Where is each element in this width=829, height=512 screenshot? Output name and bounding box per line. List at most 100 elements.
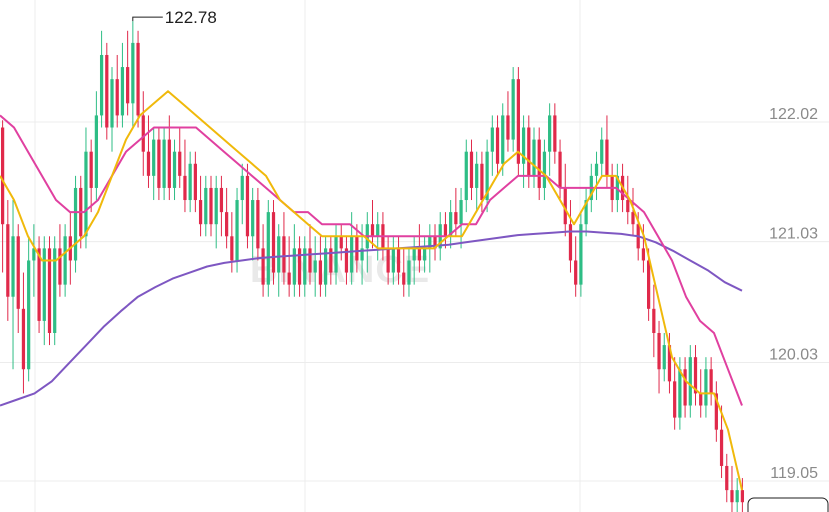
candle-body [287,272,291,285]
candle-body [667,345,672,382]
candle-body [313,260,317,273]
candle-body [464,151,468,201]
candle-body [32,248,36,261]
candle-body [662,345,666,370]
candle-body [230,236,234,261]
candle-body [271,212,276,273]
candle-body [167,139,171,188]
candle-body [548,115,552,152]
y-tick-label: 121.03 [769,226,818,243]
candle-body [605,139,609,176]
price-tag [747,497,829,512]
candle-body [631,212,635,225]
candle-body [209,187,213,225]
candle-body [699,393,703,406]
candle-body [641,248,646,261]
candle-body [6,224,10,297]
candle-body [318,260,323,285]
candle-body [183,175,187,201]
candle-body [214,187,218,225]
moving-averages [0,90,743,491]
candle-body [219,187,224,213]
candle-body [105,54,109,128]
candle-body [308,248,312,273]
candle-body [391,248,395,273]
candle-body [594,163,599,176]
ma-long-line [0,230,743,407]
candle-body [53,248,57,333]
y-tick-label: 119.05 [770,465,818,482]
candle-body [412,248,416,261]
candle-body [647,260,651,309]
candle-body [443,224,448,237]
candle-body [131,42,135,104]
y-tick-label: 122.02 [769,106,818,123]
candle-body [146,151,151,176]
candle-body [292,248,296,285]
candle-body [198,200,203,225]
ma-short-line [0,90,743,491]
candle-body [58,248,62,285]
candle-body [402,272,406,285]
high-marker: 122.78 [132,8,217,27]
candle-body [501,115,505,164]
watermark: BINANCE [250,249,430,291]
candle-body [480,163,484,201]
candle-body [355,236,359,261]
candle-body [27,260,31,370]
candle-body [725,465,729,491]
candle-body [334,236,338,273]
candle-body [688,357,692,406]
candle-body [63,236,67,285]
candle-body [157,139,161,188]
candle-body [94,115,98,188]
candle-body [240,175,244,201]
candle-body [370,224,375,237]
candle-body [521,127,526,164]
candle-body [735,490,739,503]
candle-body [511,79,515,140]
candle-body [704,369,708,406]
candle-body [433,236,437,249]
candle-body [152,139,156,176]
candle-body [251,200,255,237]
candle-body [360,248,364,261]
candle-body [136,42,140,116]
candle-body [188,163,192,201]
candle-body [126,67,130,104]
candle-body [428,236,432,249]
candle-body [21,308,26,370]
candle-body [323,248,328,285]
candle-body [506,115,510,140]
candle-body [719,429,724,466]
candle-body [329,248,333,273]
candle-body [584,200,588,225]
candle-body [386,248,390,273]
candle-body [537,139,541,188]
candle-body [490,127,494,152]
candle-body [350,236,354,273]
candle-body [714,393,718,430]
candle-body [16,236,20,309]
candle-body [37,248,41,321]
candle-body [527,127,531,176]
candle-body [626,200,630,213]
candle-body [652,308,656,333]
candle-body [449,212,453,237]
candle-body [256,200,260,249]
candle-body [47,248,52,333]
candle-body [600,139,604,164]
candle-body [475,163,479,188]
candle-body [553,115,557,152]
candle-body [376,224,380,237]
candle-body [709,369,713,394]
candle-body [657,332,661,370]
candle-body [469,151,474,188]
candle-body [574,260,578,285]
candle-body [339,236,343,249]
high-marker-leader [132,16,163,22]
candle-body [120,67,125,116]
candle-body [89,151,93,188]
